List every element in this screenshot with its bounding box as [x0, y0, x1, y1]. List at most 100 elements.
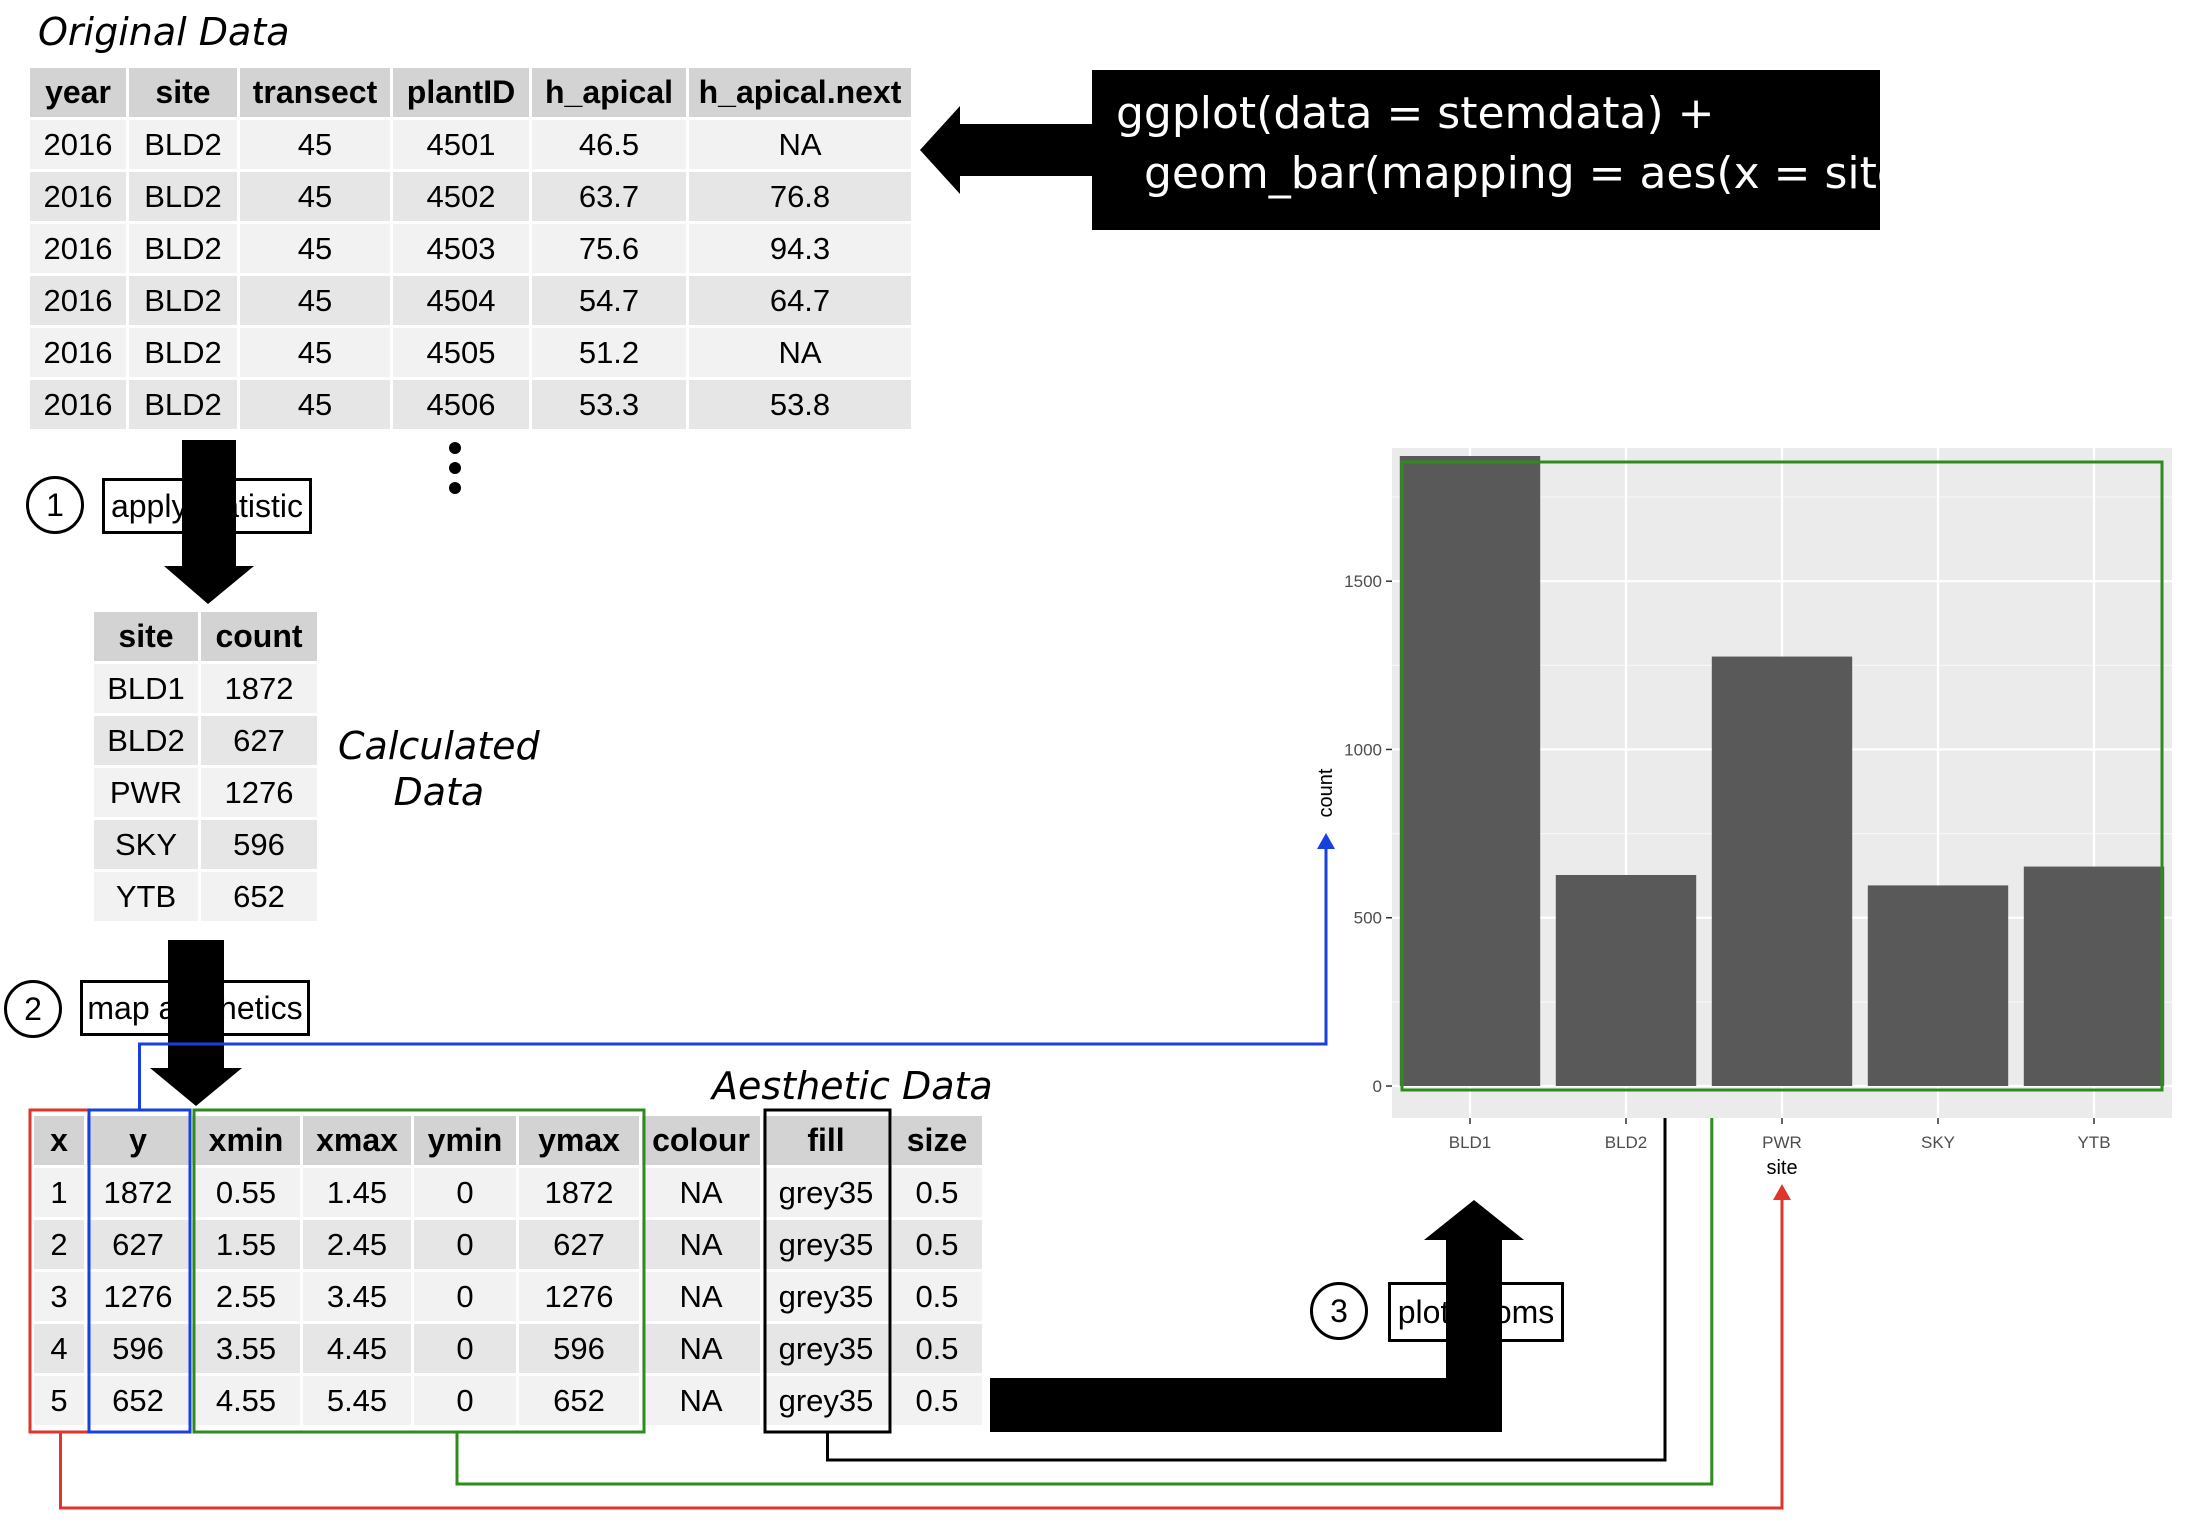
x-tick-label-sky: SKY: [1921, 1133, 1955, 1152]
table-cell: 0.5: [892, 1324, 985, 1376]
bar-bld1: [1399, 456, 1541, 1086]
table-row: 2016 BLD2 45 4505 51.2 NA: [30, 328, 914, 380]
table-cell: 53.8: [689, 380, 914, 432]
table-cell: 2.55: [192, 1272, 303, 1324]
table-cell: NA: [642, 1272, 763, 1324]
aesthetic-header-y: y: [87, 1116, 192, 1168]
table-cell: grey35: [763, 1376, 892, 1428]
aesthetic-header-x: x: [34, 1116, 87, 1168]
code-line-1: ggplot(data = stemdata) +: [1116, 88, 1715, 139]
ggplot-code-box: ggplot(data = stemdata) + geom_bar(mappi…: [1092, 70, 1938, 230]
step-3-arrow: [990, 1200, 1524, 1432]
table-cell: 2016: [30, 120, 129, 172]
table-cell: 4.55: [192, 1376, 303, 1428]
table-cell: 5.45: [303, 1376, 414, 1428]
table-cell: NA: [689, 328, 914, 380]
x-column-highlight: [28, 1108, 91, 1434]
table-cell: 54.7: [532, 276, 689, 328]
table-cell: 45: [240, 224, 393, 276]
aesthetic-header-fill: fill: [763, 1116, 892, 1168]
table-row: 2016 BLD2 45 4502 63.7 76.8: [30, 172, 914, 224]
table-cell: 4: [34, 1324, 87, 1376]
table-cell: 76.8: [689, 172, 914, 224]
table-cell: NA: [642, 1220, 763, 1272]
y-tick-label: 1500: [1344, 572, 1382, 591]
geom-columns-highlight: [192, 1108, 646, 1434]
table-row: PWR 1276: [94, 768, 320, 820]
table-cell: 652: [201, 872, 320, 924]
aesthetic-data-title: Aesthetic Data: [712, 1064, 993, 1108]
ellipsis-dot-2: [449, 462, 461, 474]
step-1-circle: 1: [26, 476, 84, 534]
ellipsis-dot-1: [449, 442, 461, 454]
calculated-header-count: count: [201, 612, 320, 664]
table-cell: BLD2: [129, 276, 240, 328]
table-cell: 0: [414, 1376, 519, 1428]
x-tick-label-pwr: PWR: [1762, 1133, 1802, 1152]
table-cell: PWR: [94, 768, 201, 820]
table-cell: 45: [240, 172, 393, 224]
table-cell: 0.5: [892, 1272, 985, 1324]
table-row: 4 596 3.55 4.45 0 596 NA grey35 0.5: [34, 1324, 985, 1376]
step-1-arrow: [164, 440, 254, 604]
table-cell: BLD2: [129, 224, 240, 276]
x-connector-arrowhead: [1773, 1184, 1791, 1200]
table-cell: 46.5: [532, 120, 689, 172]
table-cell: BLD2: [129, 120, 240, 172]
y-axis-title: count: [1315, 768, 1337, 817]
table-cell: 4502: [393, 172, 532, 224]
table-cell: NA: [642, 1376, 763, 1428]
bar-pwr: [1711, 656, 1853, 1086]
table-cell: 4506: [393, 380, 532, 432]
code-to-data-arrow: [920, 106, 1092, 194]
table-cell: 4505: [393, 328, 532, 380]
calculated-data-table: site count BLD1 1872 BLD2 627 PWR 1276 SKY 596 YT…: [94, 612, 320, 924]
table-cell: 2016: [30, 172, 129, 224]
table-cell: NA: [689, 120, 914, 172]
x-tick-label-ytb: YTB: [2077, 1133, 2110, 1152]
table-cell: 0.5: [892, 1220, 985, 1272]
table-cell: 1276: [87, 1272, 192, 1324]
table-cell: 0: [414, 1168, 519, 1220]
table-cell: 63.7: [532, 172, 689, 224]
table-cell: NA: [642, 1324, 763, 1376]
table-row: SKY 596: [94, 820, 320, 872]
calculated-header-site: site: [94, 612, 201, 664]
table-cell: BLD2: [129, 328, 240, 380]
table-cell: 0.5: [892, 1376, 985, 1428]
bar-bld2: [1555, 874, 1697, 1086]
calculated-title-line-2: Data: [393, 769, 485, 814]
original-data-title: Original Data: [38, 10, 290, 54]
original-header-h-apical: h_apical: [532, 68, 689, 120]
y-tick-label: 0: [1373, 1077, 1382, 1096]
table-cell: 1.45: [303, 1168, 414, 1220]
table-cell: 596: [519, 1324, 642, 1376]
table-cell: 2016: [30, 276, 129, 328]
table-cell: 45: [240, 120, 393, 172]
table-cell: 1276: [519, 1272, 642, 1324]
table-cell: 2016: [30, 224, 129, 276]
aesthetic-header-size: size: [892, 1116, 985, 1168]
table-cell: 627: [519, 1220, 642, 1272]
table-cell: 2: [34, 1220, 87, 1272]
y-to-axis-connector: [138, 849, 1328, 1110]
table-row: 2016 BLD2 45 4501 46.5 NA: [30, 120, 914, 172]
table-cell: 627: [201, 716, 320, 768]
table-cell: 4.45: [303, 1324, 414, 1376]
table-cell: 75.6: [532, 224, 689, 276]
table-row: 2016 BLD2 45 4504 54.7 64.7: [30, 276, 914, 328]
y-tick-label: 1000: [1344, 740, 1382, 759]
table-row: 3 1276 2.55 3.45 0 1276 NA grey35 0.5: [34, 1272, 985, 1324]
table-cell: 3: [34, 1272, 87, 1324]
geom-panel-highlight: [1400, 460, 2164, 1092]
table-cell: 627: [87, 1220, 192, 1272]
table-cell: 1276: [201, 768, 320, 820]
original-header-transect: transect: [240, 68, 393, 120]
bar-sky: [1867, 885, 2009, 1086]
table-cell: grey35: [763, 1168, 892, 1220]
table-cell: 3.55: [192, 1324, 303, 1376]
table-cell: 1872: [201, 664, 320, 716]
table-cell: YTB: [94, 872, 201, 924]
table-cell: 94.3: [689, 224, 914, 276]
x-axis-title: site: [1766, 1157, 1797, 1179]
